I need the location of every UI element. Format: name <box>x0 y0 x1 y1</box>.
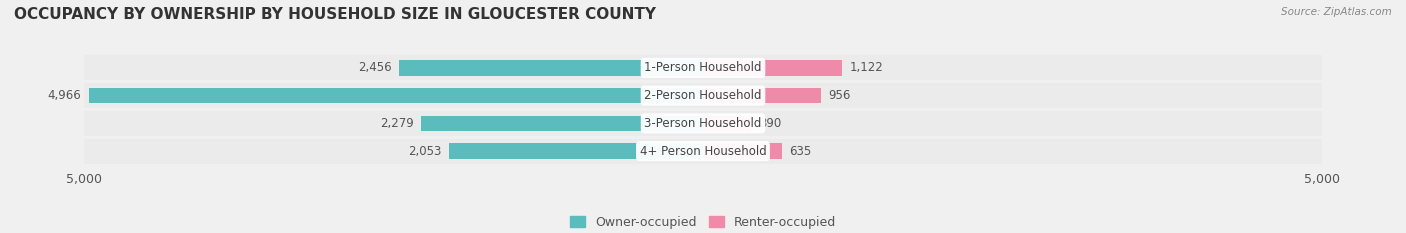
Bar <box>703 144 782 159</box>
Bar <box>89 88 703 103</box>
Text: 2,279: 2,279 <box>380 117 413 130</box>
Bar <box>449 144 703 159</box>
Bar <box>84 83 1322 108</box>
Text: 2,456: 2,456 <box>359 62 392 74</box>
Legend: Owner-occupied, Renter-occupied: Owner-occupied, Renter-occupied <box>565 211 841 233</box>
Bar <box>84 139 1322 164</box>
Bar <box>399 60 703 75</box>
Text: 2,053: 2,053 <box>408 145 441 158</box>
Bar <box>703 60 842 75</box>
Text: OCCUPANCY BY OWNERSHIP BY HOUSEHOLD SIZE IN GLOUCESTER COUNTY: OCCUPANCY BY OWNERSHIP BY HOUSEHOLD SIZE… <box>14 7 657 22</box>
Text: 3-Person Household: 3-Person Household <box>644 117 762 130</box>
Text: 1-Person Household: 1-Person Household <box>644 62 762 74</box>
Text: 956: 956 <box>828 89 851 102</box>
Bar <box>84 111 1322 136</box>
Text: 390: 390 <box>759 117 780 130</box>
Text: 1,122: 1,122 <box>849 62 883 74</box>
Bar <box>703 116 751 131</box>
Text: 635: 635 <box>789 145 811 158</box>
Text: 4+ Person Household: 4+ Person Household <box>640 145 766 158</box>
Text: 4,966: 4,966 <box>48 89 82 102</box>
Bar <box>84 55 1322 80</box>
Bar <box>703 88 821 103</box>
Text: 2-Person Household: 2-Person Household <box>644 89 762 102</box>
Text: Source: ZipAtlas.com: Source: ZipAtlas.com <box>1281 7 1392 17</box>
Bar <box>420 116 703 131</box>
